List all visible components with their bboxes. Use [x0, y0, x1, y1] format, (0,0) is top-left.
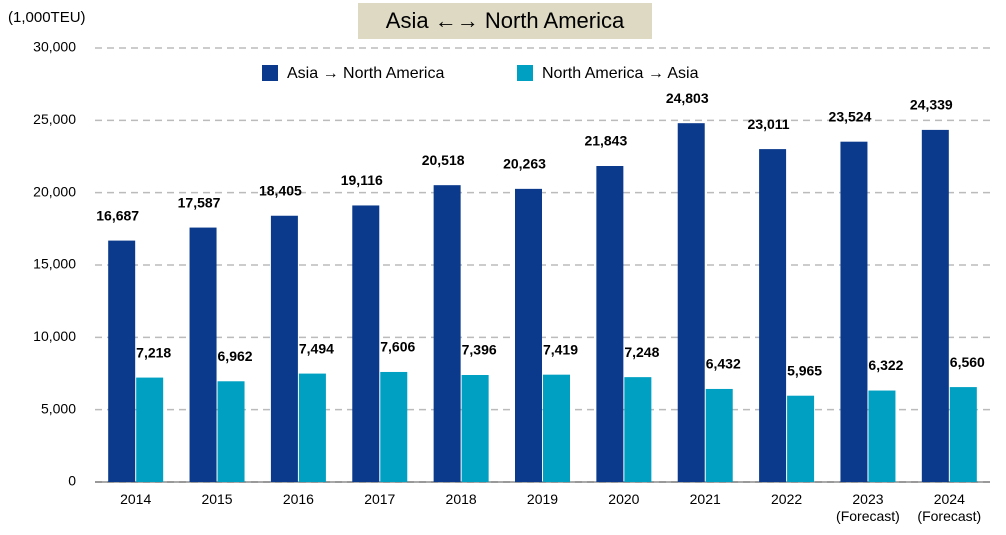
bar	[189, 227, 217, 482]
value-label: 24,803	[666, 90, 709, 106]
value-label: 6,560	[950, 354, 985, 370]
value-label: 23,524	[829, 108, 872, 124]
value-label: 6,322	[868, 357, 903, 373]
value-label: 17,587	[178, 194, 221, 210]
x-tick-label: 2016	[282, 491, 314, 507]
bar	[949, 387, 977, 482]
chart-title: Asia ←→ North America	[386, 8, 625, 33]
value-label: 7,494	[299, 340, 334, 356]
y-tick-label: 10,000	[33, 328, 76, 344]
value-label: 16,687	[96, 207, 139, 223]
bar	[352, 205, 380, 482]
bar	[677, 123, 705, 483]
value-label: 7,248	[624, 344, 659, 360]
bar	[840, 141, 868, 482]
y-tick-label: 20,000	[33, 183, 76, 199]
value-label: 20,518	[422, 152, 465, 168]
bar	[868, 390, 896, 482]
bar	[270, 215, 298, 482]
y-tick-label: 0	[68, 473, 76, 489]
bar	[217, 381, 245, 482]
y-tick-label: 25,000	[33, 111, 76, 127]
x-tick-label: 2021	[689, 491, 721, 507]
y-tick-label: 30,000	[33, 39, 76, 55]
bar	[787, 395, 815, 482]
value-label: 7,396	[462, 342, 497, 358]
bar	[433, 185, 461, 483]
value-label: 21,843	[584, 133, 627, 149]
bar	[543, 374, 570, 482]
bar	[515, 188, 542, 482]
y-tick-label: 15,000	[33, 256, 76, 272]
x-tick-label: 2019	[526, 491, 559, 507]
bar	[136, 377, 164, 482]
legend-label: Asia → North America	[287, 65, 444, 82]
bar	[380, 371, 408, 482]
x-tick-label: 2022	[771, 491, 803, 507]
value-label: 24,339	[910, 97, 953, 113]
legend-swatch	[517, 65, 533, 81]
bar	[108, 240, 136, 482]
x-tick-label: 2024 (Forecast)	[917, 491, 982, 524]
x-tick-label: 2014	[120, 491, 152, 507]
bar	[921, 129, 949, 482]
value-label: 20,263	[503, 156, 546, 172]
value-label: 6,962	[218, 348, 253, 364]
x-tick-label: 2023 (Forecast)	[836, 491, 900, 524]
legend-label: North America → Asia	[542, 65, 699, 82]
bar	[624, 377, 652, 482]
bar	[461, 375, 489, 482]
bar	[596, 166, 624, 483]
x-tick-label: 2018	[445, 491, 477, 507]
x-tick-label: 2020	[608, 491, 640, 507]
value-label: 18,405	[259, 182, 302, 198]
value-label: 7,419	[543, 341, 578, 357]
title-box	[358, 3, 652, 39]
value-label: 7,606	[380, 339, 415, 355]
x-tick-label: 2017	[364, 491, 396, 507]
value-label: 7,218	[136, 344, 171, 360]
legend-swatch	[262, 65, 278, 81]
value-label: 6,432	[706, 356, 741, 372]
y-axis-label: (1,000TEU)	[8, 9, 86, 26]
bar	[705, 388, 733, 482]
value-label: 5,965	[787, 362, 822, 378]
bar	[298, 373, 326, 482]
x-tick-label: 2015	[201, 491, 233, 507]
value-label: 23,011	[748, 116, 790, 132]
y-tick-label: 5,000	[41, 400, 76, 416]
value-label: 19,116	[341, 172, 383, 188]
bar	[759, 149, 787, 482]
